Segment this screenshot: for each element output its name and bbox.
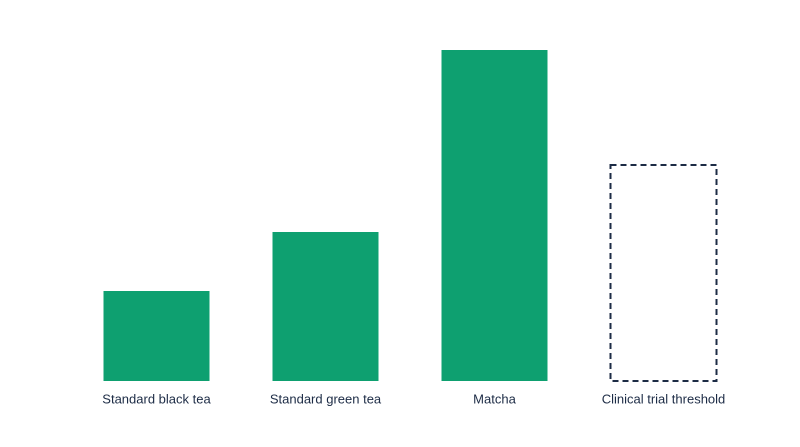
x-tick-label: Matcha <box>473 391 516 406</box>
bar <box>103 291 210 381</box>
x-tick-label: Clinical trial threshold <box>602 391 726 406</box>
x-tick-label: Standard green tea <box>270 391 382 406</box>
bar <box>441 50 548 381</box>
threshold-bar <box>609 164 718 382</box>
bar <box>272 232 379 381</box>
x-tick-label: Standard black tea <box>102 391 211 406</box>
